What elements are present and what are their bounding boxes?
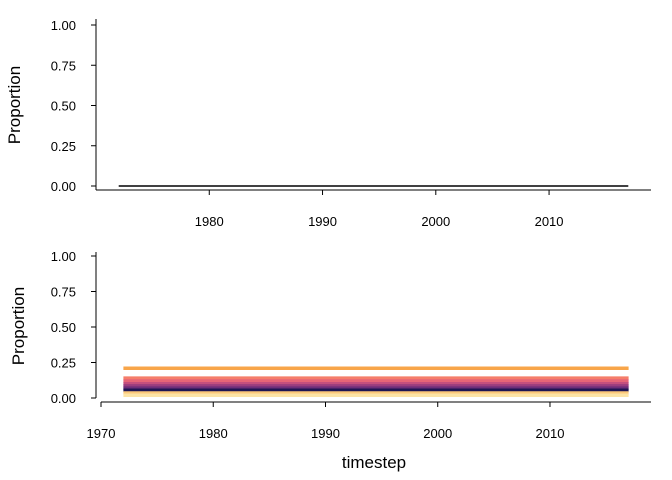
- bottom-y-axis-title: Proportion: [9, 287, 28, 365]
- top-y-tick-label: 0.00: [51, 179, 76, 194]
- bottom-x-axis-title: timestep: [342, 453, 406, 472]
- bottom-panel: Proportion timestep 0.00 0.25 0.50 0.75 1.00…: [9, 249, 651, 472]
- bottom-y-ticks: 0.00 0.25 0.50 0.75 1.00: [51, 249, 96, 406]
- bottom-x-tick-label: 2000: [423, 426, 452, 441]
- bottom-y-tick-label: 0.25: [51, 356, 76, 371]
- top-axes: [95, 19, 651, 191]
- bottom-x-tick-label: 1980: [199, 426, 228, 441]
- bottom-series: [123, 366, 629, 397]
- top-x-tick-label: 1990: [308, 214, 337, 229]
- top-y-tick-label: 1.00: [51, 18, 76, 33]
- top-y-tick-label: 0.50: [51, 99, 76, 114]
- bottom-y-tick-label: 1.00: [51, 249, 76, 264]
- top-y-axis-title: Proportion: [5, 66, 24, 144]
- bottom-axes: [95, 252, 651, 403]
- bottom-y-tick-label: 0.00: [51, 391, 76, 406]
- bottom-x-tick-label: 1970: [87, 426, 116, 441]
- bottom-y-tick-label: 0.50: [51, 320, 76, 335]
- top-x-tick-label: 2010: [535, 214, 564, 229]
- top-y-tick-label: 0.25: [51, 139, 76, 154]
- top-x-tick-label: 2000: [421, 214, 450, 229]
- top-x-ticks: 1980 1990 2000 2010: [195, 190, 564, 229]
- top-y-ticks: 0.00 0.25 0.50 0.75 1.00: [51, 18, 96, 194]
- top-panel: Proportion 0.00 0.25 0.50 0.75 1.00 1980 1990…: [5, 18, 651, 229]
- bottom-x-tick-label: 1990: [311, 426, 340, 441]
- top-x-tick-label: 1980: [195, 214, 224, 229]
- bottom-x-ticks: 1970 1980 1990 2000 2010: [87, 402, 565, 441]
- bottom-y-tick-label: 0.75: [51, 285, 76, 300]
- bottom-x-tick-label: 2010: [536, 426, 565, 441]
- top-y-tick-label: 0.75: [51, 58, 76, 73]
